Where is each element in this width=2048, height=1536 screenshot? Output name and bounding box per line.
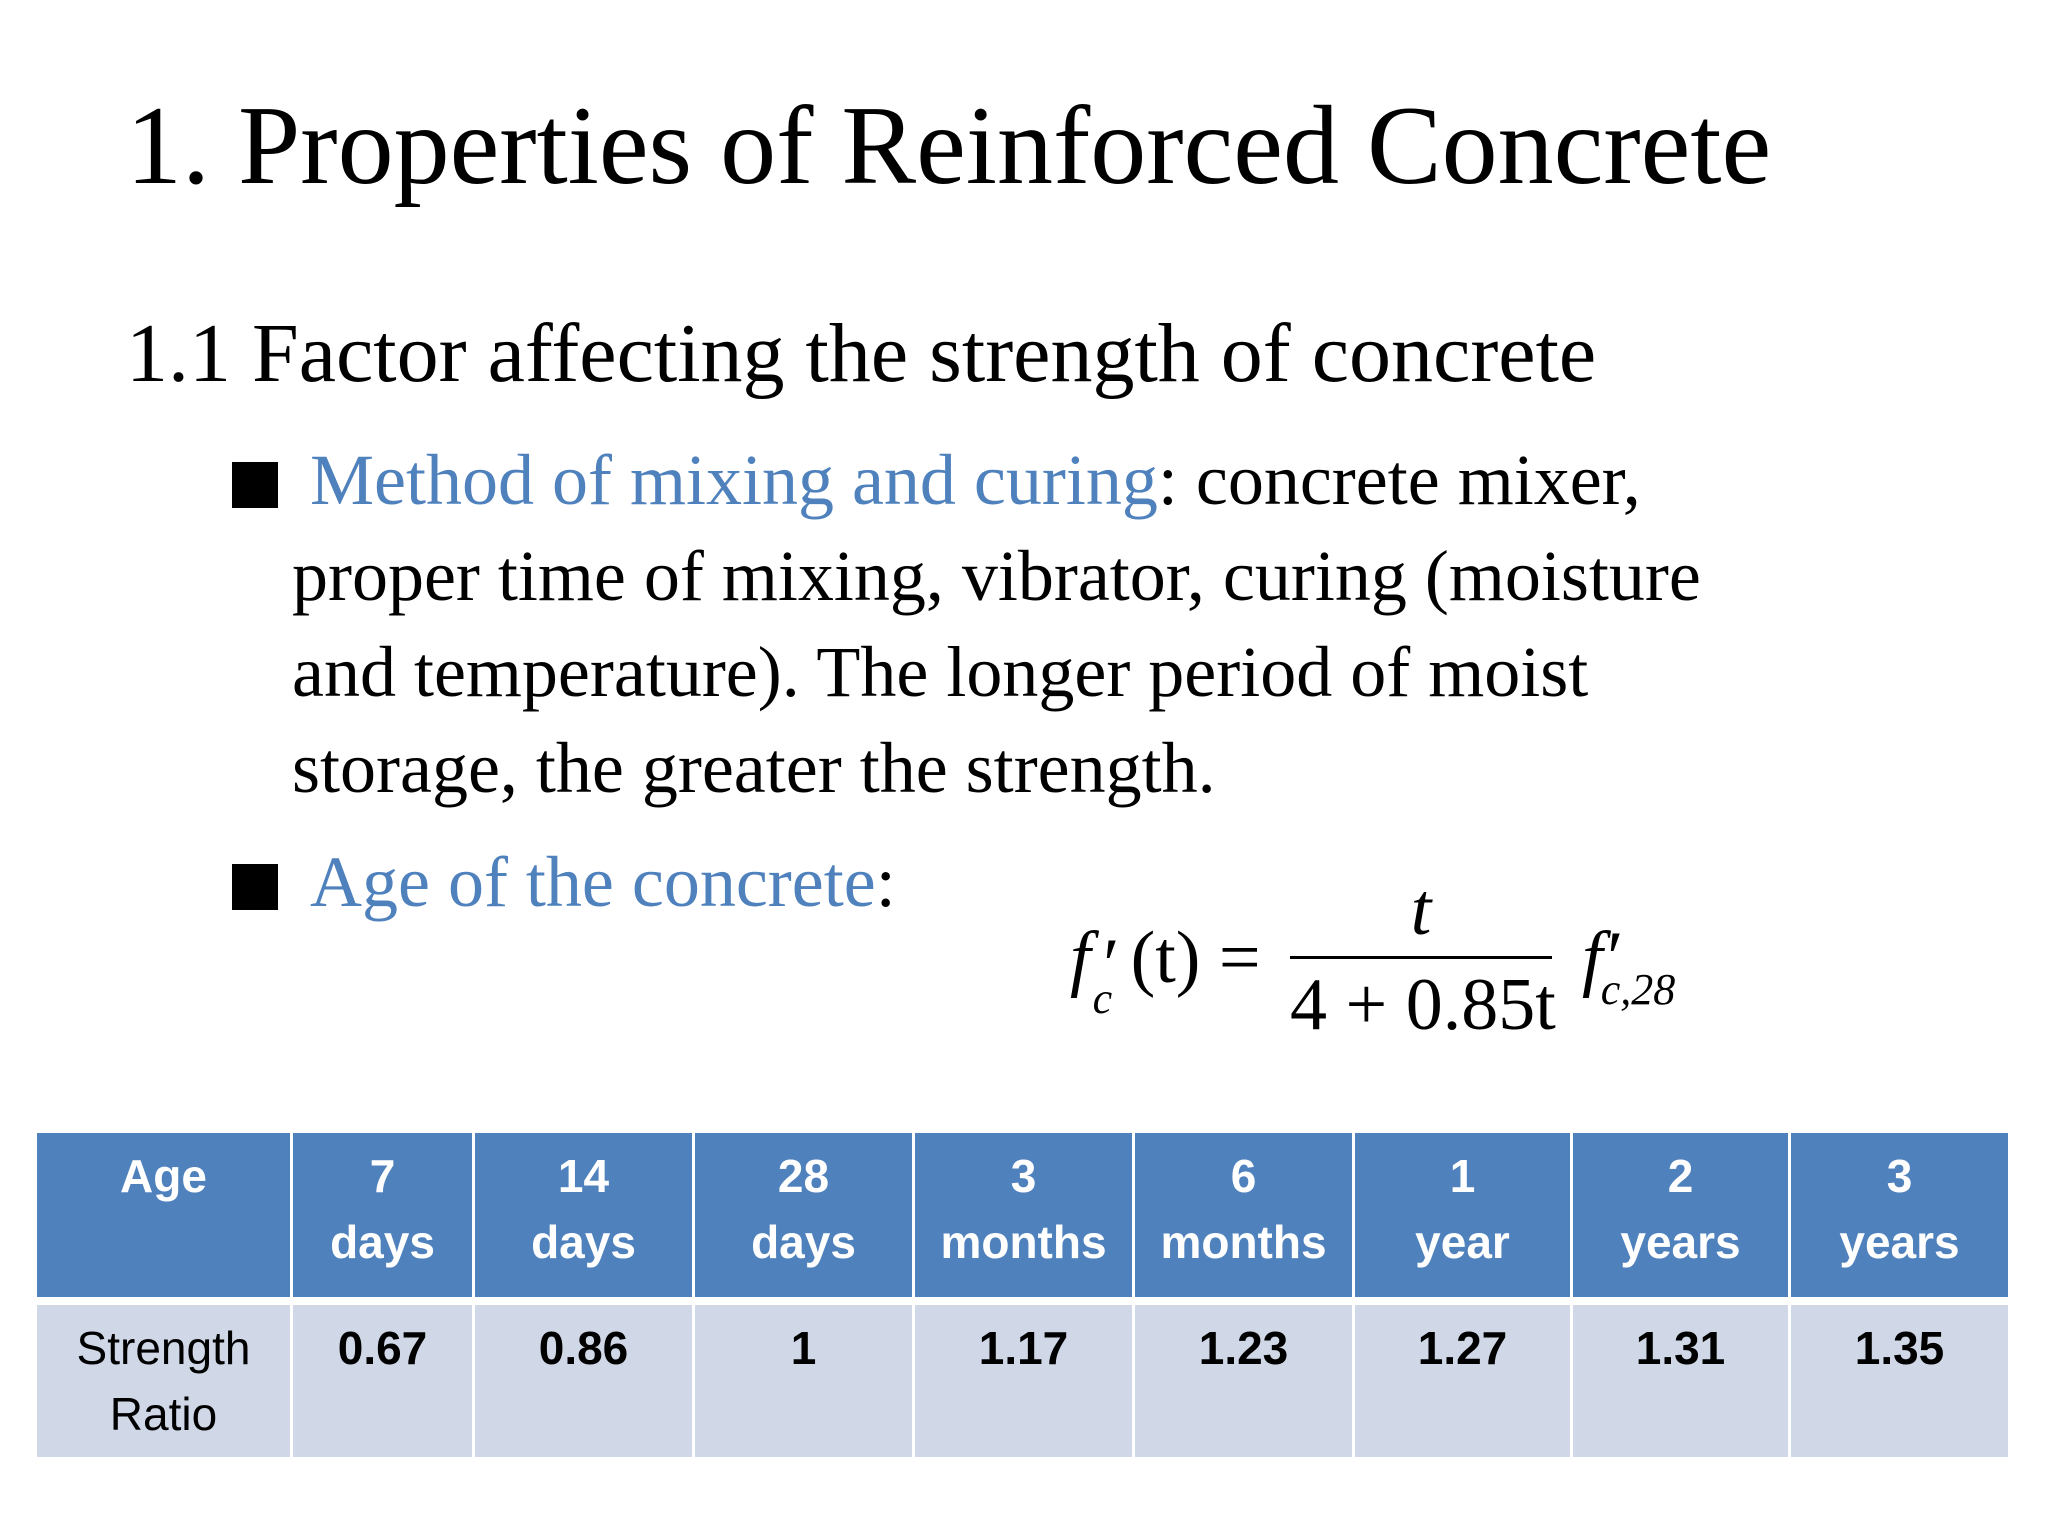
table-cell: 1.35 — [1788, 1299, 2011, 1460]
table-header-row: Age 7 days 14 days 28 days 3 months 6 months … — [34, 1130, 2011, 1305]
table-cell: 1.27 — [1352, 1299, 1573, 1460]
table-cell: 1.17 — [912, 1299, 1135, 1460]
table-cell: 0.86 — [472, 1299, 695, 1460]
table-cell: 1.31 — [1570, 1299, 1791, 1460]
table-header-cell: 6 months — [1132, 1130, 1355, 1305]
formula-lhs: f ′ c (t) = — [1070, 916, 1261, 1023]
square-bullet-icon — [232, 864, 278, 910]
strength-formula: f ′ c (t) = t 4 + 0.85t f′c,28 — [1070, 870, 1730, 1050]
formula-lhs-sub: c — [1092, 974, 1113, 1023]
table-header-cell: 14 days — [472, 1130, 695, 1305]
table-row: Strength Ratio 0.67 0.86 1 1.17 1.23 1.27… — [34, 1299, 2011, 1460]
formula-rhs-f: f — [1582, 917, 1603, 999]
bullet-text-line: proper time of mixing, vibrator, curing … — [292, 536, 1701, 616]
formula-fraction: t 4 + 0.85t — [1290, 869, 1556, 1046]
formula-numerator: t — [1410, 869, 1432, 951]
bullet-text: : — [875, 842, 896, 922]
formula-lhs-marks: ′ c — [1091, 924, 1131, 1023]
table-header-cell: 28 days — [692, 1130, 915, 1305]
bullet-text-line: and temperature). The longer period of m… — [292, 632, 1589, 712]
formula-denominator: 4 + 0.85t — [1290, 964, 1556, 1046]
square-bullet-icon — [232, 462, 278, 508]
bullet-first-line: Age of the concrete: — [232, 834, 1912, 930]
table-header-cell: Age — [34, 1130, 293, 1305]
formula-rhs: f′c,28 — [1582, 916, 1693, 1014]
table-cell: 0.67 — [290, 1299, 475, 1460]
formula-lhs-arg: (t) = — [1130, 917, 1261, 999]
bullet-text-line: storage, the greater the strength. — [292, 728, 1216, 808]
formula-lhs-prime: ′ — [1098, 924, 1115, 1006]
table-header-cell: 1 year — [1352, 1130, 1573, 1305]
bullet-highlight: Age of the concrete — [310, 842, 876, 922]
table-header-cell: 2 years — [1570, 1130, 1791, 1305]
table-header-cell: 3 months — [912, 1130, 1135, 1305]
formula-rhs-prime: ′ — [1602, 917, 1619, 999]
table-cell: 1.23 — [1132, 1299, 1355, 1460]
bullet-age-of-concrete: Age of the concrete: — [232, 834, 1912, 930]
table-cell: 1 — [692, 1299, 915, 1460]
formula-rhs-sub: c,28 — [1600, 965, 1676, 1014]
formula-lhs-f: f — [1070, 917, 1091, 999]
table-row-label: Strength Ratio — [34, 1299, 293, 1460]
table-header-cell: 7 days — [290, 1130, 475, 1305]
strength-ratio-table: Age 7 days 14 days 28 days 3 months 6 months … — [34, 1130, 2011, 1460]
slide-title: 1. Properties of Reinforced Concrete — [126, 84, 1772, 208]
bullet-method-of-mixing: Method of mixing and curing: concrete mi… — [232, 432, 1912, 816]
bullet-text: : concrete mixer, — [1157, 440, 1641, 520]
bullet-first-line: Method of mixing and curing: concrete mi… — [232, 432, 1912, 528]
section-heading: 1.1 Factor affecting the strength of con… — [126, 307, 1597, 400]
bullet-highlight: Method of mixing and curing — [310, 440, 1158, 520]
formula-fraction-bar — [1290, 956, 1552, 959]
table-header-cell: 3 years — [1788, 1130, 2011, 1305]
